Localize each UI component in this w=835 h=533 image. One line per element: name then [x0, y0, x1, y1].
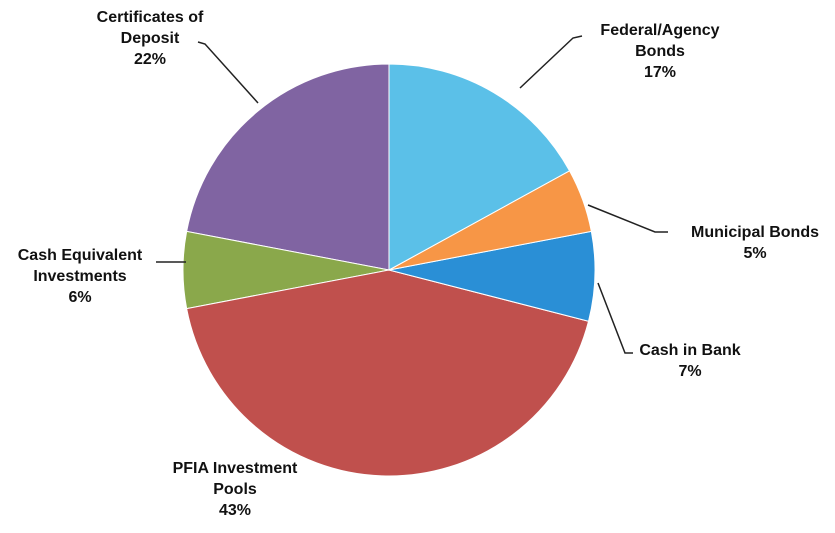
slice-label: Municipal Bonds 5% [665, 222, 835, 264]
pie-slice [186, 63, 390, 271]
category-label: Cash Equivalent Investments [17, 247, 143, 285]
value-label: 17% [643, 64, 677, 81]
slice-label: PFIA Investment Pools 43% [150, 458, 320, 521]
category-label: Federal/Agency Bonds [600, 22, 720, 60]
category-label: PFIA Investment Pools [172, 460, 298, 498]
category-label: Municipal Bonds [691, 224, 819, 241]
leader-line [587, 204, 668, 233]
category-label: Certificates of Deposit [96, 9, 204, 47]
value-label: 7% [678, 363, 702, 380]
leader-line [597, 282, 633, 354]
value-label: 5% [743, 245, 767, 262]
value-label: 6% [68, 289, 92, 306]
value-label: 43% [218, 502, 252, 519]
slice-label: Federal/Agency Bonds 17% [575, 20, 745, 83]
slice-label: Cash in Bank 7% [620, 340, 760, 382]
slice-label: Cash Equivalent Investments 6% [0, 245, 160, 308]
value-label: 22% [133, 51, 167, 68]
category-label: Cash in Bank [639, 342, 741, 359]
pie-slice [186, 269, 590, 477]
leader-line [519, 35, 583, 89]
slice-label: Certificates of Deposit 22% [80, 7, 220, 70]
pie-slice [388, 63, 571, 271]
leader-line [197, 41, 259, 104]
